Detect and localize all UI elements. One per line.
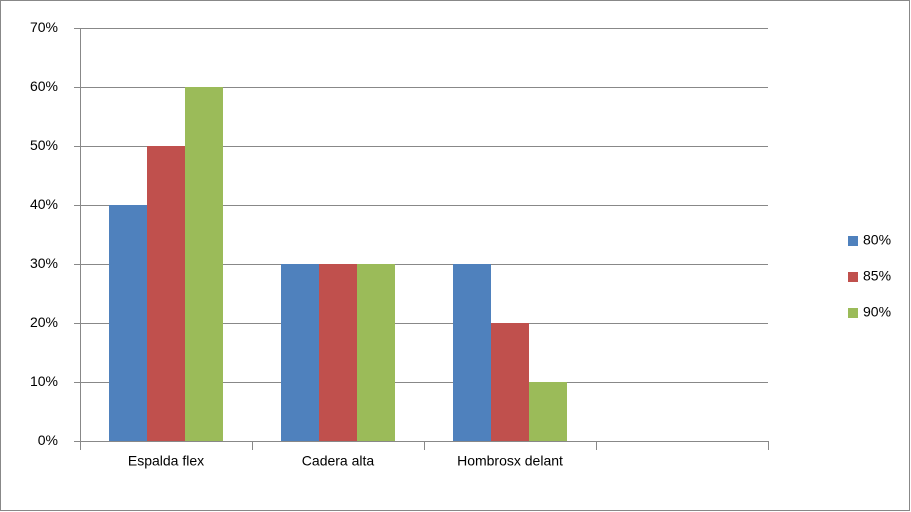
y-tick-label: 60% xyxy=(30,78,58,94)
legend-label: 80% xyxy=(863,232,891,248)
legend-label: 90% xyxy=(863,304,891,320)
y-tick-label: 30% xyxy=(30,255,58,271)
bar xyxy=(319,264,357,441)
legend-swatch xyxy=(848,308,858,318)
y-tick-label: 70% xyxy=(30,19,58,35)
legend-swatch xyxy=(848,272,858,282)
bar xyxy=(147,146,185,441)
y-tick-label: 20% xyxy=(30,314,58,330)
bar xyxy=(185,87,223,441)
y-tick-label: 0% xyxy=(38,432,58,448)
x-tick-label: Espalda flex xyxy=(128,453,204,469)
x-tick-label: Hombrosx delant xyxy=(457,453,563,469)
y-tick-label: 40% xyxy=(30,196,58,212)
y-tick-label: 10% xyxy=(30,373,58,389)
bar xyxy=(109,205,147,441)
bar xyxy=(281,264,319,441)
bar xyxy=(491,323,529,441)
legend-swatch xyxy=(848,236,858,246)
bar xyxy=(357,264,395,441)
bar xyxy=(529,382,567,441)
bar xyxy=(453,264,491,441)
x-tick-label: Cadera alta xyxy=(302,453,375,469)
y-tick-label: 50% xyxy=(30,137,58,153)
legend-label: 85% xyxy=(863,268,891,284)
